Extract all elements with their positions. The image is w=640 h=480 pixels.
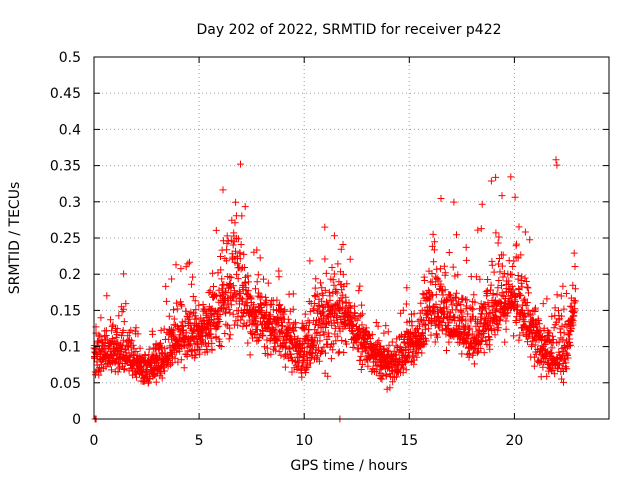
- x-tick-label: 20: [505, 433, 523, 449]
- grid: [94, 57, 609, 419]
- y-tick-label: 0.35: [50, 159, 81, 175]
- x-tick-labels: 0 5 10 15 20: [90, 433, 524, 449]
- y-tick-label: 0.1: [59, 340, 81, 356]
- y-tick-label: 0.3: [59, 195, 81, 211]
- y-tick-label: 0.4: [59, 122, 81, 138]
- y-tick-label: 0.45: [50, 86, 81, 102]
- x-tick-label: 15: [400, 433, 418, 449]
- y-tick-label: 0: [72, 412, 81, 428]
- y-tick-label: 0.15: [50, 303, 81, 319]
- x-tick-label: 10: [295, 433, 313, 449]
- x-tick-label: 5: [195, 433, 204, 449]
- y-tick-label: 0.5: [59, 50, 81, 66]
- y-tick-label: 0.05: [50, 376, 81, 392]
- y-axis-title: SRMTID / TECUs: [7, 182, 23, 295]
- x-axis-title: GPS time / hours: [290, 458, 407, 474]
- axis-ticks: [93, 56, 609, 420]
- y-tick-label: 0.25: [50, 231, 81, 247]
- y-tick-label: 0.2: [59, 267, 81, 283]
- chart-title: Day 202 of 2022, SRMTID for receiver p42…: [196, 22, 501, 38]
- x-tick-label: 0: [90, 433, 99, 449]
- y-tick-labels: 0 0.05 0.1 0.15 0.2 0.25 0.3 0.35 0.4 0.45 0.5: [50, 50, 81, 428]
